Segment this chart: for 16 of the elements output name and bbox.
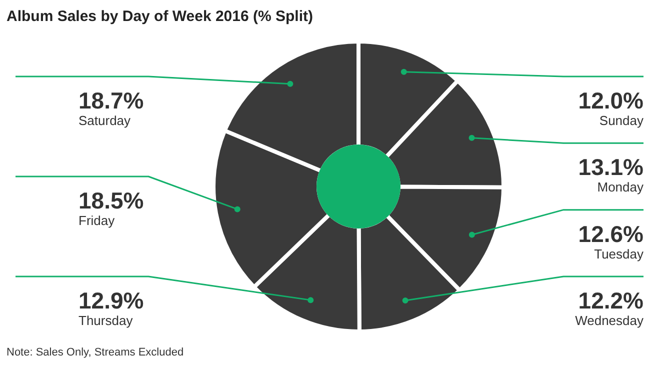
data-label: 18.5% (78, 188, 144, 214)
slice-label: Friday (78, 213, 116, 228)
slice-label: Saturday (78, 113, 132, 128)
text: Note: Sales Only, Streams Excluded (6, 346, 184, 358)
data-label: 12.2% (578, 288, 644, 314)
slice-label: Monday (597, 180, 644, 195)
chart-title: Album Sales by Day of Week 2016 (% Split) (6, 8, 313, 25)
data-label: 18.7% (78, 88, 144, 114)
slice-label: Tuesday (594, 246, 644, 262)
data-label: 12.6% (578, 220, 644, 247)
data-label: 13.1% (578, 154, 644, 180)
slice-label: Thursday (78, 313, 134, 328)
slice-label: Wednesday (575, 313, 644, 328)
data-label: 12.9% (78, 288, 144, 314)
data-label: 12.0% (578, 88, 644, 114)
slice-label: Sunday (599, 113, 644, 128)
